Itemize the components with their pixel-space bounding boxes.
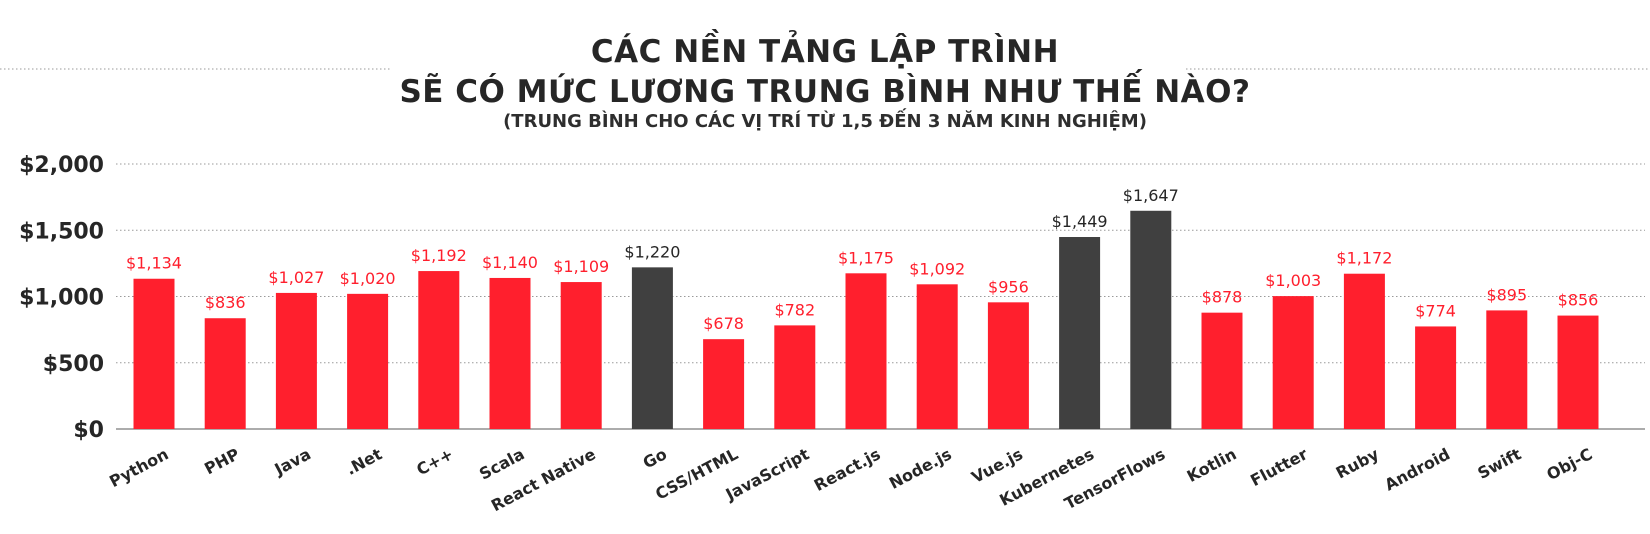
bar-value-label: $895 xyxy=(1486,285,1527,304)
x-tick-label: Flutter xyxy=(1247,444,1311,490)
bar xyxy=(1272,296,1314,429)
x-tick-label: Python xyxy=(106,444,171,491)
y-tick-label: $2,000 xyxy=(19,153,104,178)
bar-value-label: $782 xyxy=(774,300,815,319)
bar-value-label: $1,449 xyxy=(1052,212,1108,231)
x-tick-label: Vue.js xyxy=(968,444,1026,487)
bar-value-label: $1,027 xyxy=(268,268,324,287)
bar xyxy=(631,267,673,429)
bar xyxy=(774,325,816,429)
chart-subtitle: (TRUNG BÌNH CHO CÁC VỊ TRÍ TỪ 1,5 ĐẾN 3 … xyxy=(503,111,1147,132)
bar-value-label: $836 xyxy=(205,293,246,312)
bar-value-label: $1,192 xyxy=(411,246,467,265)
bar-value-label: $856 xyxy=(1558,291,1599,310)
bar-value-label: $1,003 xyxy=(1265,271,1321,290)
bar xyxy=(1557,315,1599,429)
bar-value-label: $956 xyxy=(988,277,1029,296)
x-tick-label: Ruby xyxy=(1333,444,1383,482)
bar xyxy=(560,282,602,429)
bar xyxy=(703,339,745,429)
x-tick-label: Obj-C xyxy=(1543,444,1595,484)
bar-value-label: $678 xyxy=(703,314,744,333)
bar xyxy=(204,318,246,429)
y-tick-label: $1,500 xyxy=(19,219,104,244)
bar xyxy=(987,302,1029,429)
y-tick-label: $500 xyxy=(43,352,104,377)
bar xyxy=(1130,210,1172,429)
x-tick-label: Java xyxy=(271,444,314,479)
x-tick-label: React.js xyxy=(811,444,884,495)
bar-value-label: $878 xyxy=(1202,288,1243,307)
bar-value-label: $1,175 xyxy=(838,248,894,267)
bar xyxy=(347,293,389,429)
bar-value-label: $1,020 xyxy=(340,269,396,288)
x-tick-label: Swift xyxy=(1474,444,1524,483)
bar-value-label: $1,220 xyxy=(624,242,680,261)
bar xyxy=(1059,237,1101,429)
x-tick-label: .Net xyxy=(343,444,386,479)
x-tick-label: Android xyxy=(1381,444,1453,494)
bar-value-label: $1,172 xyxy=(1336,249,1392,268)
bar xyxy=(275,292,317,429)
bar xyxy=(1343,273,1385,429)
x-tick-label: Scala xyxy=(476,444,527,483)
bar-value-label: $1,647 xyxy=(1123,186,1179,205)
bar-value-label: $1,092 xyxy=(909,259,965,278)
x-tick-label: Node.js xyxy=(886,444,955,493)
bar-value-label: $774 xyxy=(1415,301,1456,320)
bar xyxy=(1415,326,1457,429)
x-tick-label: PHP xyxy=(201,444,243,478)
x-tick-label: Go xyxy=(640,444,670,472)
bar xyxy=(916,284,958,429)
chart-title-line-2: SẼ CÓ MỨC LƯƠNG TRUNG BÌNH NHƯ THẾ NÀO? xyxy=(399,74,1251,110)
x-tick-label: C++ xyxy=(413,444,456,479)
bar xyxy=(489,277,531,429)
bar xyxy=(133,278,175,429)
y-tick-label: $1,000 xyxy=(19,286,104,311)
bar xyxy=(1201,312,1243,429)
chart-title-line-1: CÁC NỀN TẢNG LẬP TRÌNH xyxy=(590,34,1060,70)
bar xyxy=(1486,310,1528,429)
bar-value-label: $1,134 xyxy=(126,254,182,273)
bar xyxy=(845,273,887,429)
x-tick-label: Kotlin xyxy=(1184,444,1240,486)
bar-value-label: $1,140 xyxy=(482,253,538,272)
y-tick-label: $0 xyxy=(73,418,104,443)
bar xyxy=(418,271,460,429)
bar-value-label: $1,109 xyxy=(553,257,609,276)
